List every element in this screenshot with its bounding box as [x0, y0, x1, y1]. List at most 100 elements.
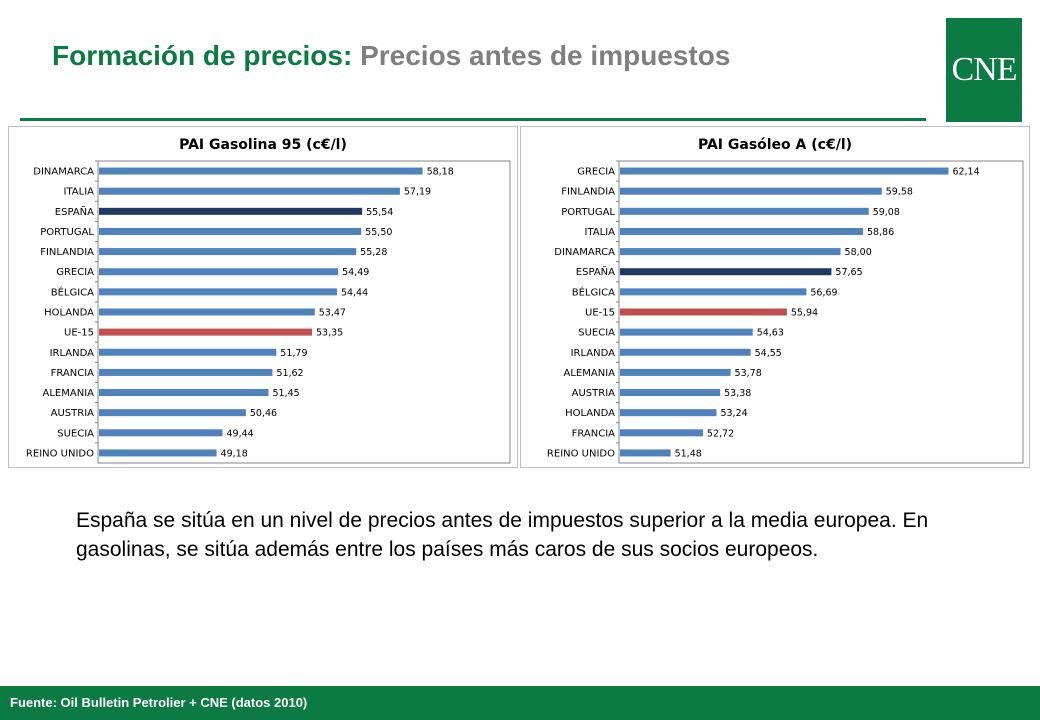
value-label: 53,35 — [316, 328, 343, 339]
category-label: IRLANDA — [571, 348, 616, 359]
category-label: GRECIA — [577, 167, 615, 178]
category-label: REINO UNIDO — [547, 448, 615, 459]
value-label: 56,69 — [810, 287, 837, 298]
page-title-sub: Precios antes de impuestos — [360, 40, 731, 71]
category-label: ESPAÑA — [576, 265, 615, 278]
bar — [99, 328, 313, 336]
category-label: REINO UNIDO — [26, 448, 94, 459]
value-label: 59,58 — [886, 187, 913, 198]
bar — [99, 409, 246, 417]
value-label: 53,24 — [720, 408, 747, 419]
bar — [99, 389, 269, 397]
category-label: PORTUGAL — [40, 227, 94, 238]
chart-gasoleo: PAI Gasóleo A (c€/l) GRECIA 62,14 FINLANDIA… — [520, 126, 1030, 468]
category-label: HOLANDA — [44, 308, 94, 319]
value-label: 57,65 — [835, 267, 862, 278]
value-label: 51,79 — [280, 348, 307, 359]
bar — [620, 409, 717, 417]
value-label: 54,55 — [755, 348, 782, 359]
plot-area — [97, 160, 511, 464]
category-label: FINLANDIA — [40, 247, 94, 258]
value-label: 54,49 — [342, 267, 369, 278]
value-label: 58,18 — [427, 167, 454, 178]
bar — [620, 268, 832, 276]
category-label: ALEMANIA — [564, 368, 616, 379]
bar — [99, 288, 337, 296]
value-label: 51,48 — [675, 448, 702, 459]
bar — [620, 187, 882, 195]
bar — [99, 308, 315, 316]
value-label: 51,45 — [273, 388, 300, 399]
value-label: 53,78 — [735, 368, 762, 379]
value-label: 50,46 — [250, 408, 277, 419]
bar — [99, 449, 217, 457]
category-label: DINAMARCA — [554, 247, 615, 258]
bar — [620, 368, 731, 376]
source-note: Fuente: Oil Bulletin Petrolier + CNE (da… — [10, 695, 308, 710]
bar — [620, 389, 721, 397]
bar — [99, 368, 273, 376]
category-label: GRECIA — [56, 267, 94, 278]
value-label: 59,08 — [873, 207, 900, 218]
bar — [99, 348, 277, 356]
category-label: BÉLGICA — [51, 285, 94, 298]
bar — [620, 227, 863, 235]
bar — [620, 328, 753, 336]
title-divider — [20, 118, 926, 121]
value-label: 55,28 — [360, 247, 387, 258]
bar — [620, 429, 703, 437]
chart-gasolina-svg: PAI Gasolina 95 (c€/l) DINAMARCA 58,18 ITAL… — [26, 137, 511, 464]
bar — [99, 227, 362, 235]
cne-logo: CNE — [946, 18, 1022, 122]
value-label: 53,47 — [319, 308, 346, 319]
category-label: IRLANDA — [50, 348, 95, 359]
bar — [99, 187, 400, 195]
category-label: AUSTRIA — [572, 388, 616, 399]
value-label: 55,54 — [366, 207, 393, 218]
bar — [620, 348, 751, 356]
category-label: ITALIA — [64, 187, 95, 198]
category-label: FINLANDIA — [561, 187, 615, 198]
value-label: 55,94 — [791, 308, 818, 319]
value-label: 52,72 — [707, 428, 734, 439]
category-label: ESPAÑA — [55, 205, 94, 218]
value-label: 51,62 — [276, 368, 303, 379]
category-label: HOLANDA — [565, 408, 615, 419]
value-label: 53,38 — [724, 388, 751, 399]
bar — [620, 308, 787, 316]
category-label: ALEMANIA — [43, 388, 95, 399]
category-label: AUSTRIA — [51, 408, 95, 419]
value-label: 58,86 — [867, 227, 894, 238]
bar — [620, 449, 671, 457]
chart-title: PAI Gasolina 95 (c€/l) — [179, 137, 347, 153]
footer-bar: Fuente: Oil Bulletin Petrolier + CNE (da… — [0, 686, 1040, 720]
value-label: 54,63 — [757, 328, 784, 339]
summary-paragraph: España se sitúa en un nivel de precios a… — [76, 509, 929, 561]
category-label: BÉLGICA — [572, 285, 615, 298]
bar — [99, 429, 223, 437]
value-label: 62,14 — [952, 167, 979, 178]
bar — [99, 268, 339, 276]
chart-title: PAI Gasóleo A (c€/l) — [698, 137, 852, 153]
category-label: FRANCIA — [572, 428, 616, 439]
category-label: FRANCIA — [51, 368, 95, 379]
value-label: 54,44 — [341, 287, 368, 298]
value-label: 49,18 — [221, 448, 248, 459]
value-label: 49,44 — [227, 428, 254, 439]
value-label: 57,19 — [404, 187, 431, 198]
category-label: ITALIA — [585, 227, 616, 238]
bar — [99, 207, 363, 215]
category-label: UE-15 — [585, 308, 615, 319]
page-title: Formación de precios: Precios antes de i… — [52, 40, 730, 72]
bar — [620, 207, 869, 215]
value-label: 55,50 — [365, 227, 392, 238]
plot-area — [618, 160, 1024, 464]
chart-gasolina: PAI Gasolina 95 (c€/l) DINAMARCA 58,18 ITAL… — [8, 126, 518, 468]
chart-gasoleo-svg: PAI Gasóleo A (c€/l) GRECIA 62,14 FINLANDIA… — [547, 137, 1024, 464]
value-label: 58,00 — [845, 247, 872, 258]
category-label: DINAMARCA — [33, 167, 94, 178]
page-title-main: Formación de precios: — [52, 40, 353, 71]
bar — [620, 248, 841, 256]
category-label: SUECIA — [57, 428, 94, 439]
category-label: PORTUGAL — [561, 207, 615, 218]
